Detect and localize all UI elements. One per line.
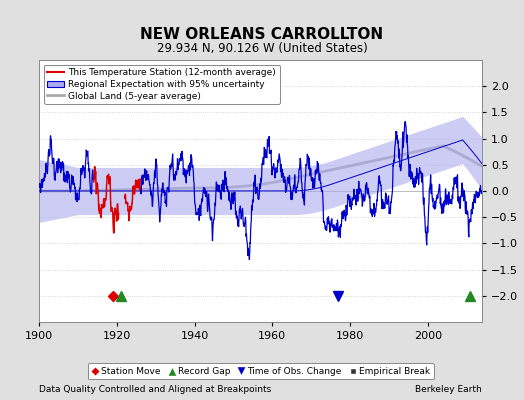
Text: Berkeley Earth: Berkeley Earth bbox=[416, 385, 482, 394]
Text: NEW ORLEANS CARROLLTON: NEW ORLEANS CARROLLTON bbox=[140, 27, 384, 42]
Text: Data Quality Controlled and Aligned at Breakpoints: Data Quality Controlled and Aligned at B… bbox=[39, 385, 271, 394]
Text: 29.934 N, 90.126 W (United States): 29.934 N, 90.126 W (United States) bbox=[157, 42, 367, 55]
Legend: Station Move, Record Gap, Time of Obs. Change, Empirical Break: Station Move, Record Gap, Time of Obs. C… bbox=[88, 363, 434, 380]
